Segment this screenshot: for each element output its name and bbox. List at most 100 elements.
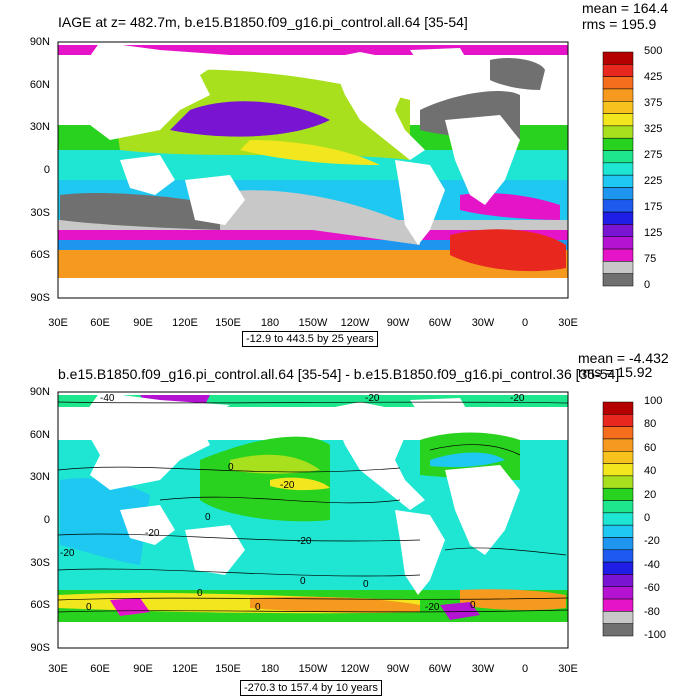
colorbar-label: 500 <box>644 45 663 57</box>
colorbar-swatch <box>602 549 634 563</box>
colorbar-swatch <box>602 273 634 287</box>
colorbar-swatch <box>602 125 634 139</box>
southern-ocean-region <box>250 596 420 613</box>
contour-label: -40 <box>100 393 115 404</box>
land-maritime <box>120 505 175 545</box>
colorbar-swatch <box>602 261 634 274</box>
pacific-region <box>170 101 330 137</box>
colorbar-label: 60 <box>644 441 657 454</box>
lon-tick: 90E <box>133 663 153 675</box>
land-antarctica <box>58 280 568 298</box>
colorbar-swatch <box>602 463 634 477</box>
colorbar-swatch <box>602 438 634 452</box>
colorbar-swatch <box>602 611 634 624</box>
land-greenland <box>410 398 470 422</box>
contour-label: -20 <box>145 528 160 539</box>
contour-range-label: -270.3 to 157.4 by 10 years <box>240 680 382 696</box>
lon-tick: 60W <box>428 317 452 329</box>
map-frame <box>57 391 569 649</box>
lat-tick: 60N <box>29 429 50 441</box>
ocean-band <box>58 240 568 252</box>
contour-label: -20 <box>365 393 380 404</box>
panel-title: b.e15.B1850.f09_g16.pi_control.all.64 [3… <box>58 366 620 382</box>
land-greenland <box>410 48 470 72</box>
colorbar-swatch <box>602 113 634 127</box>
colorbar-swatch <box>602 76 634 90</box>
contour-label: 0 <box>300 576 306 587</box>
lon-tick: 90E <box>133 317 153 329</box>
contour-label: -20 <box>297 536 312 547</box>
lon-tick: 60W <box>428 663 452 675</box>
lat-tick: 90N <box>29 386 50 398</box>
colorbar-label: 0 <box>644 512 651 524</box>
lon-tick: 30E <box>48 317 68 329</box>
pacific-region <box>270 477 330 491</box>
arctic-band <box>58 45 568 55</box>
map-panel-difference: b.e15.B1850.f09_g16.pi_control.all.64 [3… <box>0 350 700 700</box>
rms-label: rms = 195.9 <box>582 16 657 32</box>
land-north-america <box>330 402 425 510</box>
lat-tick: 30N <box>29 121 50 133</box>
colorbar-swatch <box>602 623 634 637</box>
colorbar-label: 0 <box>644 279 651 291</box>
southern-ocean-region <box>110 598 150 616</box>
colorbar-swatch <box>602 211 634 225</box>
indian-ocean-region <box>60 193 220 230</box>
southern-ocean-region <box>440 602 480 620</box>
lon-tick: 120E <box>172 317 198 329</box>
colorbar-swatch <box>602 451 634 464</box>
contour-label: 0 <box>228 462 234 473</box>
lon-tick: 30E <box>558 317 578 329</box>
contour-label: 0 <box>197 588 203 599</box>
colorbar-swatch <box>602 401 634 415</box>
contour-label: -20 <box>425 602 440 613</box>
contour-label: 0 <box>363 579 369 590</box>
colorbar-swatch <box>602 174 634 188</box>
colorbar-swatch <box>602 524 634 538</box>
lon-tick: 150E <box>215 663 241 675</box>
colorbar-label: 375 <box>644 97 663 109</box>
colorbar-swatch <box>602 150 634 164</box>
lon-tick: 120W <box>340 317 370 329</box>
colorbar <box>602 51 634 287</box>
lon-tick: 60E <box>90 663 110 675</box>
colorbar-swatch <box>602 137 634 151</box>
colorbar-label: 325 <box>644 123 663 135</box>
land-eurasia <box>80 392 230 490</box>
southern-ocean-region <box>460 589 566 611</box>
land-africa <box>445 115 520 205</box>
lon-tick: 90W <box>386 663 410 675</box>
rms-label: rms = 15.92 <box>578 364 653 380</box>
land-eurasia <box>80 42 230 140</box>
colorbar-swatch <box>602 51 634 65</box>
colorbar-swatch <box>602 162 634 176</box>
mean-label: mean = 164.4 <box>582 0 669 16</box>
map-frame <box>57 41 569 299</box>
lon-tick: 0 <box>521 317 529 329</box>
lat-tick: 30N <box>29 471 50 483</box>
lat-tick: 90N <box>29 36 50 48</box>
map-plot <box>57 41 634 299</box>
colorbar-label: -60 <box>644 582 660 595</box>
colorbar-label: -20 <box>644 535 660 548</box>
lat-tick: 90S <box>30 292 50 304</box>
land-australia <box>185 175 245 225</box>
lat-tick: 0 <box>43 514 50 526</box>
colorbar-swatch <box>602 561 634 575</box>
colorbar-swatch <box>602 248 634 262</box>
land-north-america <box>330 52 425 160</box>
colorbar-swatch <box>602 64 634 77</box>
land-south-america <box>395 160 445 245</box>
colorbar-label: 75 <box>644 253 657 265</box>
lon-tick: 150W <box>298 663 328 675</box>
contour-label: 0 <box>470 600 476 611</box>
colorbar-swatch <box>602 414 634 427</box>
colorbar-swatch <box>602 199 634 213</box>
colorbar-swatch <box>602 500 634 514</box>
colorbar-label: 125 <box>644 227 663 239</box>
land-africa <box>445 465 520 555</box>
colorbar-label: 275 <box>644 149 663 161</box>
contour-label: -20 <box>510 393 525 404</box>
lon-tick: 180 <box>260 317 280 329</box>
lon-tick: 150E <box>215 317 241 329</box>
